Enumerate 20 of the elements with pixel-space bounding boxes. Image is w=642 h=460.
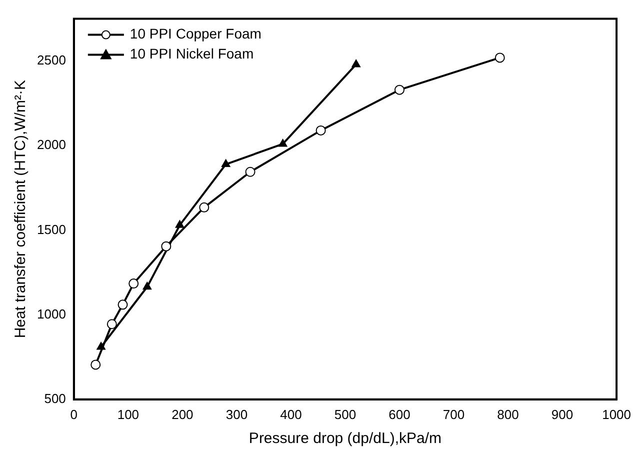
legend-label: 10 PPI Copper Foam — [130, 26, 262, 42]
x-tick-label: 600 — [388, 406, 410, 422]
x-tick-label: 300 — [226, 406, 248, 422]
x-tick-label: 1000 — [602, 406, 631, 422]
legend-label: 10 PPI Nickel Foam — [130, 46, 254, 62]
x-tick-label: 700 — [442, 406, 465, 422]
y-axis-title: Heat transfer coefficient (HTC),W/m²·K — [12, 80, 30, 338]
y-tick-label: 1500 — [37, 222, 66, 237]
x-axis-title: Pressure drop (dp/dL),kPa/m — [248, 430, 442, 448]
y-tick-label: 2000 — [37, 137, 66, 152]
x-tick-label: 500 — [334, 406, 356, 422]
x-tick-label: 0 — [70, 406, 78, 422]
y-tick-label: 1000 — [37, 306, 66, 322]
x-tick-label: 800 — [497, 406, 519, 422]
x-tick-label: 400 — [280, 406, 302, 422]
x-tick-label: 200 — [172, 406, 194, 422]
y-tick-label: 2500 — [37, 52, 66, 68]
y-tick-label: 500 — [44, 390, 66, 406]
x-tick-label: 900 — [551, 406, 574, 422]
x-tick-label: 100 — [117, 406, 140, 422]
